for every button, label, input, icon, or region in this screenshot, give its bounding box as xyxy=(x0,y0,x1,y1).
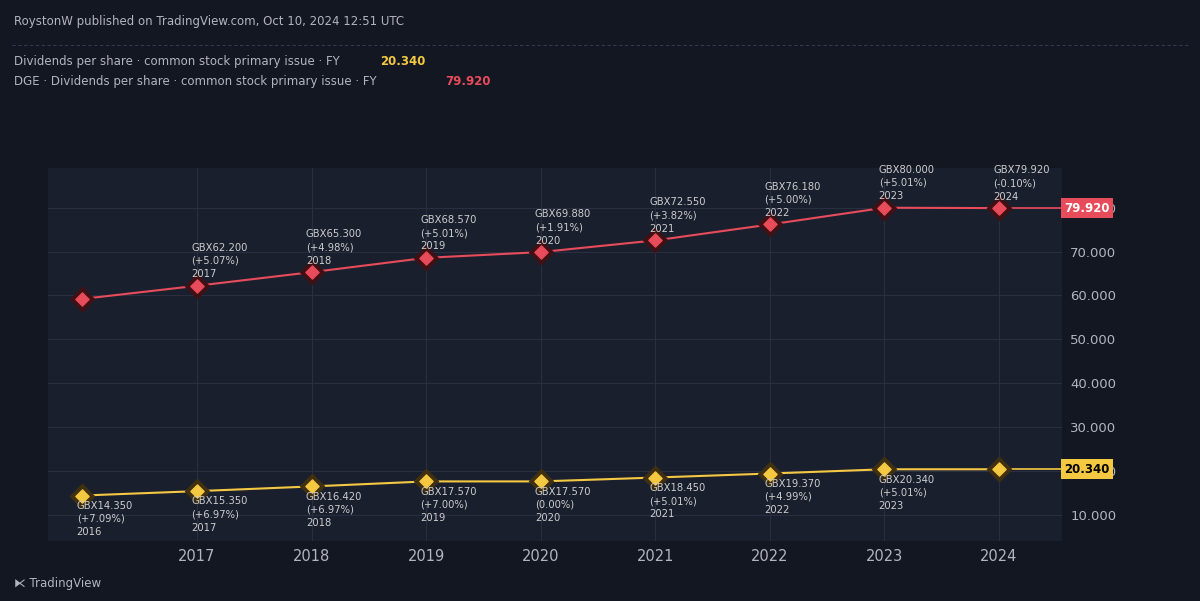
Text: GBX79.920
(-0.10%)
2024: GBX79.920 (-0.10%) 2024 xyxy=(994,165,1050,201)
Point xyxy=(646,236,665,245)
Text: DGE · Dividends per share · common stock primary issue · FY: DGE · Dividends per share · common stock… xyxy=(14,75,377,88)
Point xyxy=(73,294,92,304)
Point xyxy=(761,220,780,230)
Point xyxy=(416,477,436,486)
Point xyxy=(989,465,1008,474)
Point xyxy=(875,465,894,474)
Text: GBX17.570
(+7.00%)
2019: GBX17.570 (+7.00%) 2019 xyxy=(420,487,476,523)
Point xyxy=(532,477,551,486)
Point xyxy=(73,491,92,501)
Text: GBX68.570
(+5.01%)
2019: GBX68.570 (+5.01%) 2019 xyxy=(420,215,476,251)
Text: GBX76.180
(+5.00%)
2022: GBX76.180 (+5.00%) 2022 xyxy=(764,182,821,218)
Point xyxy=(187,281,206,290)
Point xyxy=(646,473,665,483)
Text: GBX62.200
(+5.07%)
2017: GBX62.200 (+5.07%) 2017 xyxy=(191,243,247,279)
Point xyxy=(875,203,894,213)
Point xyxy=(989,465,1008,474)
Point xyxy=(875,465,894,474)
Text: GBX18.450
(+5.01%)
2021: GBX18.450 (+5.01%) 2021 xyxy=(649,483,706,519)
Text: RoystonW published on TradingView.com, Oct 10, 2024 12:51 UTC: RoystonW published on TradingView.com, O… xyxy=(14,15,404,28)
Text: GBX15.350
(+6.97%)
2017: GBX15.350 (+6.97%) 2017 xyxy=(191,496,247,533)
Text: GBX72.550
(+3.82%)
2021: GBX72.550 (+3.82%) 2021 xyxy=(649,197,706,234)
Text: Dividends per share · common stock primary issue · FY: Dividends per share · common stock prima… xyxy=(14,55,340,69)
Text: GBX69.880
(+1.91%)
2020: GBX69.880 (+1.91%) 2020 xyxy=(535,209,592,246)
Point xyxy=(761,469,780,478)
Point xyxy=(532,477,551,486)
Text: GBX14.350
(+7.09%)
2016: GBX14.350 (+7.09%) 2016 xyxy=(77,501,133,537)
Text: GBX17.570
(0.00%)
2020: GBX17.570 (0.00%) 2020 xyxy=(535,487,592,523)
Point xyxy=(302,267,322,277)
Point xyxy=(302,481,322,491)
Text: 20.340: 20.340 xyxy=(380,55,426,69)
Text: 79.920: 79.920 xyxy=(445,75,491,88)
Point xyxy=(532,247,551,257)
Text: 79.920: 79.920 xyxy=(1064,201,1110,215)
Text: GBX16.420
(+6.97%)
2018: GBX16.420 (+6.97%) 2018 xyxy=(306,492,362,528)
Point xyxy=(875,203,894,213)
Point xyxy=(761,220,780,230)
Point xyxy=(416,477,436,486)
Text: ⧔ TradingView: ⧔ TradingView xyxy=(14,577,102,590)
Point xyxy=(187,486,206,496)
Text: GBX19.370
(+4.99%)
2022: GBX19.370 (+4.99%) 2022 xyxy=(764,479,821,515)
Point xyxy=(761,469,780,478)
Point xyxy=(187,486,206,496)
Point xyxy=(532,247,551,257)
Point xyxy=(416,253,436,263)
Text: GBX65.300
(+4.98%)
2018: GBX65.300 (+4.98%) 2018 xyxy=(306,229,362,266)
Point xyxy=(302,267,322,277)
Point xyxy=(646,473,665,483)
Point xyxy=(73,491,92,501)
Point xyxy=(302,481,322,491)
Text: GBX20.340
(+5.01%)
2023: GBX20.340 (+5.01%) 2023 xyxy=(878,475,935,511)
Text: GBX80.000
(+5.01%)
2023: GBX80.000 (+5.01%) 2023 xyxy=(878,165,935,201)
Point xyxy=(187,281,206,290)
Point xyxy=(989,203,1008,213)
Point xyxy=(416,253,436,263)
Text: 20.340: 20.340 xyxy=(1064,463,1110,476)
Point xyxy=(989,203,1008,213)
Point xyxy=(646,236,665,245)
Point xyxy=(73,294,92,304)
